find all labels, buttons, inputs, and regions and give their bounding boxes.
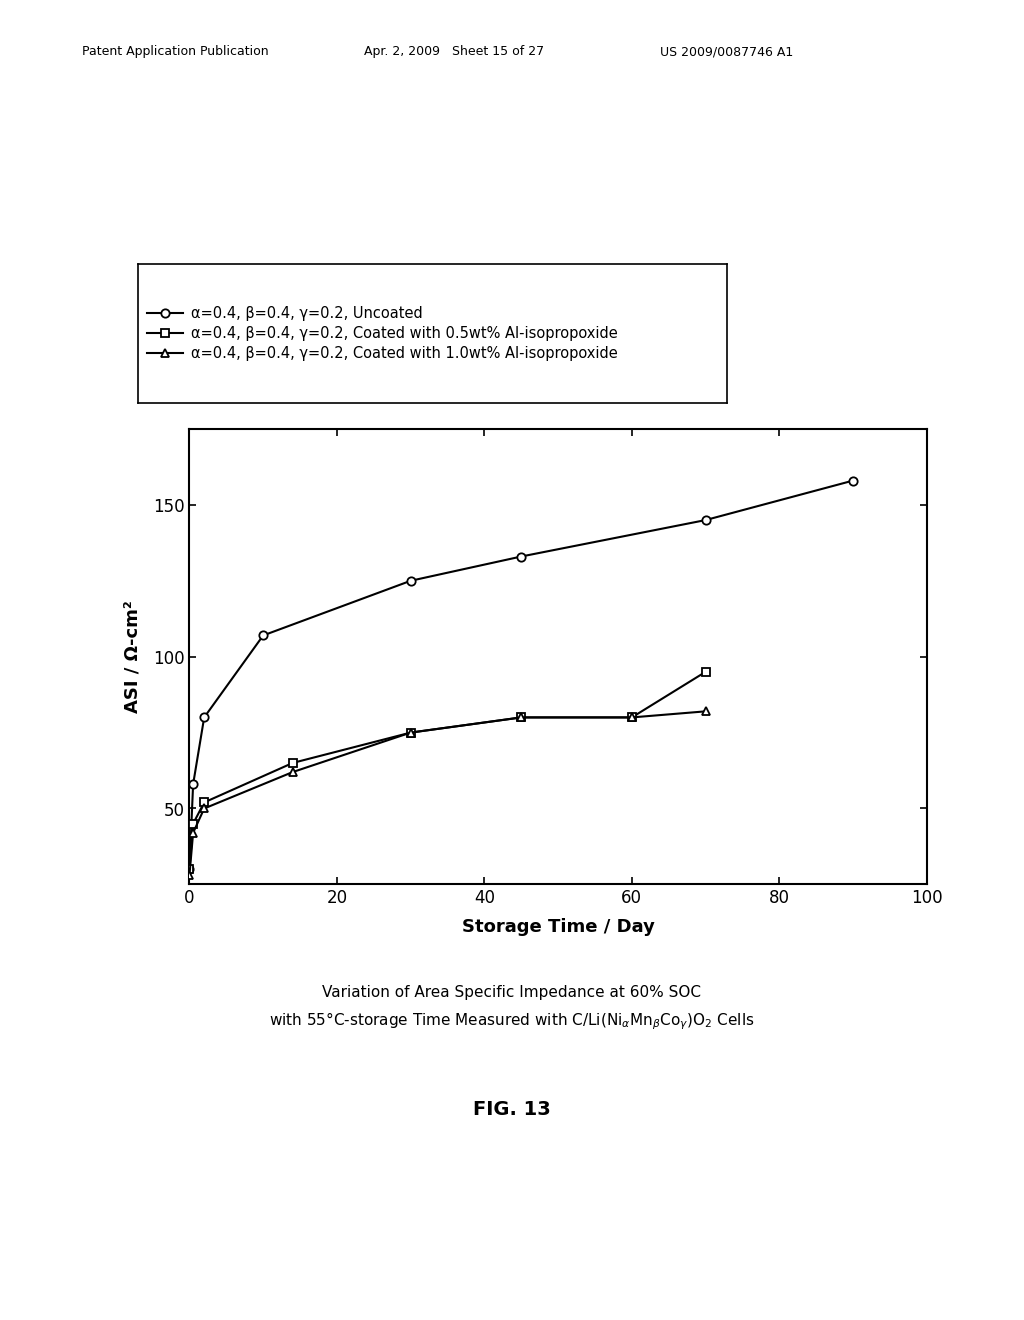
Y-axis label: ASI / Ω-cm²: ASI / Ω-cm² — [124, 601, 142, 713]
Text: Apr. 2, 2009   Sheet 15 of 27: Apr. 2, 2009 Sheet 15 of 27 — [364, 45, 544, 58]
Text: with 55°C-storage Time Measured with C/Li(Ni$_{\alpha}$Mn$_{\beta}$Co$_{\gamma}$: with 55°C-storage Time Measured with C/L… — [269, 1011, 755, 1032]
Text: US 2009/0087746 A1: US 2009/0087746 A1 — [660, 45, 794, 58]
Text: Patent Application Publication: Patent Application Publication — [82, 45, 268, 58]
Text: FIG. 13: FIG. 13 — [473, 1101, 551, 1119]
X-axis label: Storage Time / Day: Storage Time / Day — [462, 919, 654, 936]
Legend: α=0.4, β=0.4, γ=0.2, Uncoated, α=0.4, β=0.4, γ=0.2, Coated with 0.5wt% Al-isopro: α=0.4, β=0.4, γ=0.2, Uncoated, α=0.4, β=… — [139, 298, 625, 368]
Text: Variation of Area Specific Impedance at 60% SOC: Variation of Area Specific Impedance at … — [323, 985, 701, 999]
